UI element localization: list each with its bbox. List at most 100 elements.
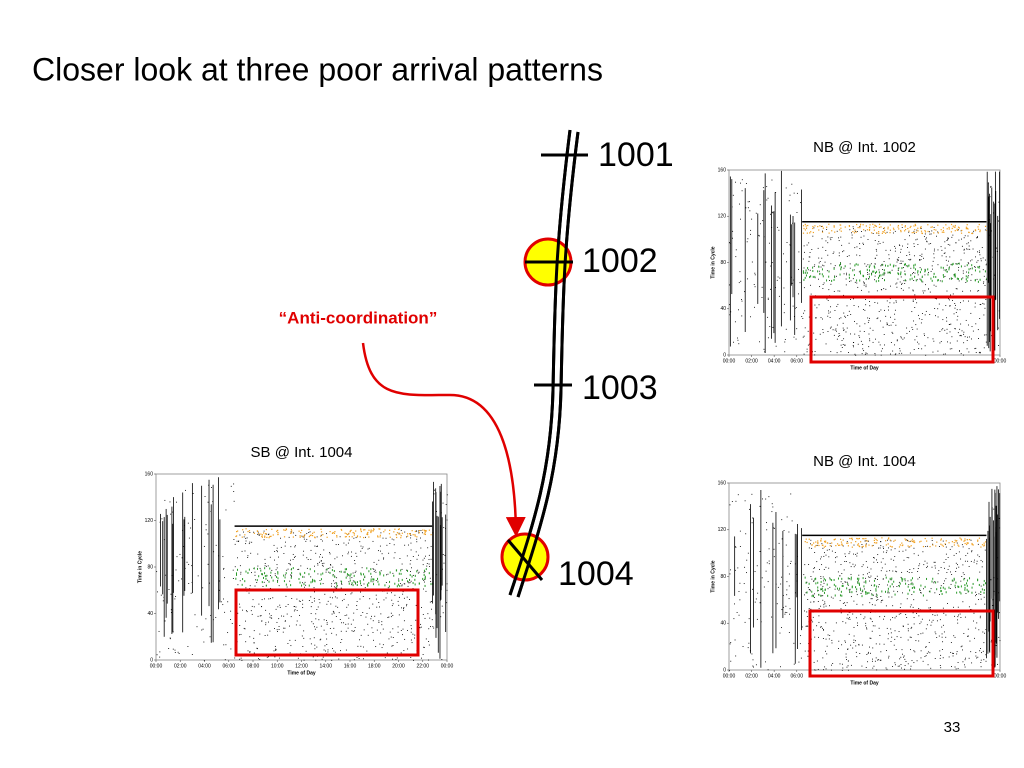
texture-dot <box>923 588 924 590</box>
texture-dot <box>409 563 411 565</box>
texture-dot <box>366 532 369 534</box>
texture-dot <box>364 529 366 531</box>
texture-dot <box>411 642 413 644</box>
texture-dot <box>856 282 858 284</box>
texture-dot <box>231 622 233 624</box>
texture-dot <box>912 583 914 586</box>
texture-dot <box>900 248 902 250</box>
texture-dot <box>951 348 953 350</box>
texture-dot <box>365 536 366 538</box>
texture-dot <box>847 577 849 580</box>
texture-dot <box>842 251 844 253</box>
texture-dot <box>327 649 329 651</box>
texture-dot <box>307 559 309 560</box>
texture-dot <box>358 658 360 659</box>
texture-dot <box>867 317 869 319</box>
texture-dot <box>268 621 269 623</box>
texture-dot <box>939 330 941 332</box>
texture-dot <box>776 226 778 228</box>
texture-dot <box>924 268 926 270</box>
texture-dot <box>381 624 383 626</box>
texture-dot <box>239 625 241 626</box>
texture-dot <box>889 232 891 234</box>
texture-dot <box>169 638 171 640</box>
texture-dot <box>813 332 815 334</box>
texture-dot <box>829 317 831 318</box>
texture-dot <box>836 230 838 232</box>
texture-dot <box>973 620 974 622</box>
texture-dot <box>297 569 299 571</box>
texture-dot <box>429 577 431 579</box>
texture-dot <box>809 252 811 253</box>
texture-dot <box>956 309 958 311</box>
chart-title: SB @ Int. 1004 <box>251 444 353 461</box>
texture-dot <box>329 530 331 533</box>
texture-dot <box>822 332 824 334</box>
texture-dot <box>858 643 860 645</box>
texture-dot <box>287 568 289 570</box>
texture-dot <box>289 639 291 641</box>
texture-dot <box>352 532 354 534</box>
texture-dot <box>299 601 301 602</box>
texture-dot <box>351 536 353 538</box>
texture-dot <box>941 626 943 628</box>
texture-dot <box>917 244 919 245</box>
texture-dot <box>959 335 961 337</box>
texture-dot <box>941 636 943 638</box>
texture-dot <box>966 280 968 283</box>
texture-dot <box>425 555 426 557</box>
texture-dot <box>278 657 280 659</box>
texture-dot <box>406 580 408 583</box>
texture-dot <box>735 655 737 657</box>
texture-dot <box>919 255 921 256</box>
texture-dot <box>859 336 861 338</box>
texture-dot <box>878 275 880 278</box>
texture-dot <box>865 304 867 306</box>
texture-dot <box>399 533 401 535</box>
texture-dot <box>882 264 884 266</box>
x-tick-label: 14:00 <box>319 663 332 669</box>
texture-dot <box>865 627 867 629</box>
texture-dot <box>918 615 920 617</box>
texture-dot <box>993 274 995 276</box>
texture-dot <box>263 530 265 532</box>
texture-dot <box>322 572 324 575</box>
texture-dot <box>909 330 910 332</box>
texture-dot <box>754 286 756 288</box>
texture-dot <box>808 582 810 585</box>
texture-dot <box>842 667 844 669</box>
texture-dot <box>336 534 338 537</box>
texture-dot <box>862 574 864 576</box>
texture-dot <box>396 569 398 572</box>
texture-dot <box>922 545 925 548</box>
texture-dot <box>832 253 834 254</box>
texture-dot <box>422 613 424 615</box>
texture-dot <box>846 272 848 274</box>
texture-dot <box>956 651 958 653</box>
texture-dot <box>745 591 747 593</box>
texture-dot <box>422 577 424 580</box>
texture-dot <box>783 287 785 289</box>
texture-dot <box>918 348 920 349</box>
texture-dot <box>754 272 756 274</box>
highlight-box <box>234 588 420 657</box>
texture-dot <box>919 588 921 591</box>
texture-dot <box>897 226 899 228</box>
texture-dot <box>414 637 416 639</box>
texture-dot <box>998 517 1000 519</box>
texture-dot <box>256 530 258 532</box>
texture-dot <box>808 316 810 318</box>
texture-dot <box>296 620 298 622</box>
texture-dot <box>902 245 903 247</box>
texture-dot <box>869 305 871 307</box>
texture-dot <box>967 275 969 277</box>
texture-dot <box>387 617 389 619</box>
texture-dot <box>282 631 284 633</box>
texture-dot <box>852 228 854 230</box>
texture-dot <box>430 545 432 547</box>
texture-dot <box>982 631 984 633</box>
texture-dot <box>284 545 286 547</box>
texture-dot <box>977 540 979 542</box>
texture-dot <box>433 627 435 629</box>
texture-dot <box>332 597 333 599</box>
